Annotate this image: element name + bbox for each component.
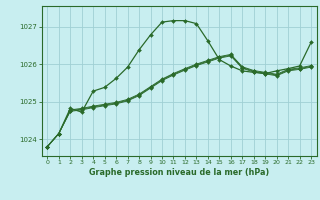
X-axis label: Graphe pression niveau de la mer (hPa): Graphe pression niveau de la mer (hPa)	[89, 168, 269, 177]
